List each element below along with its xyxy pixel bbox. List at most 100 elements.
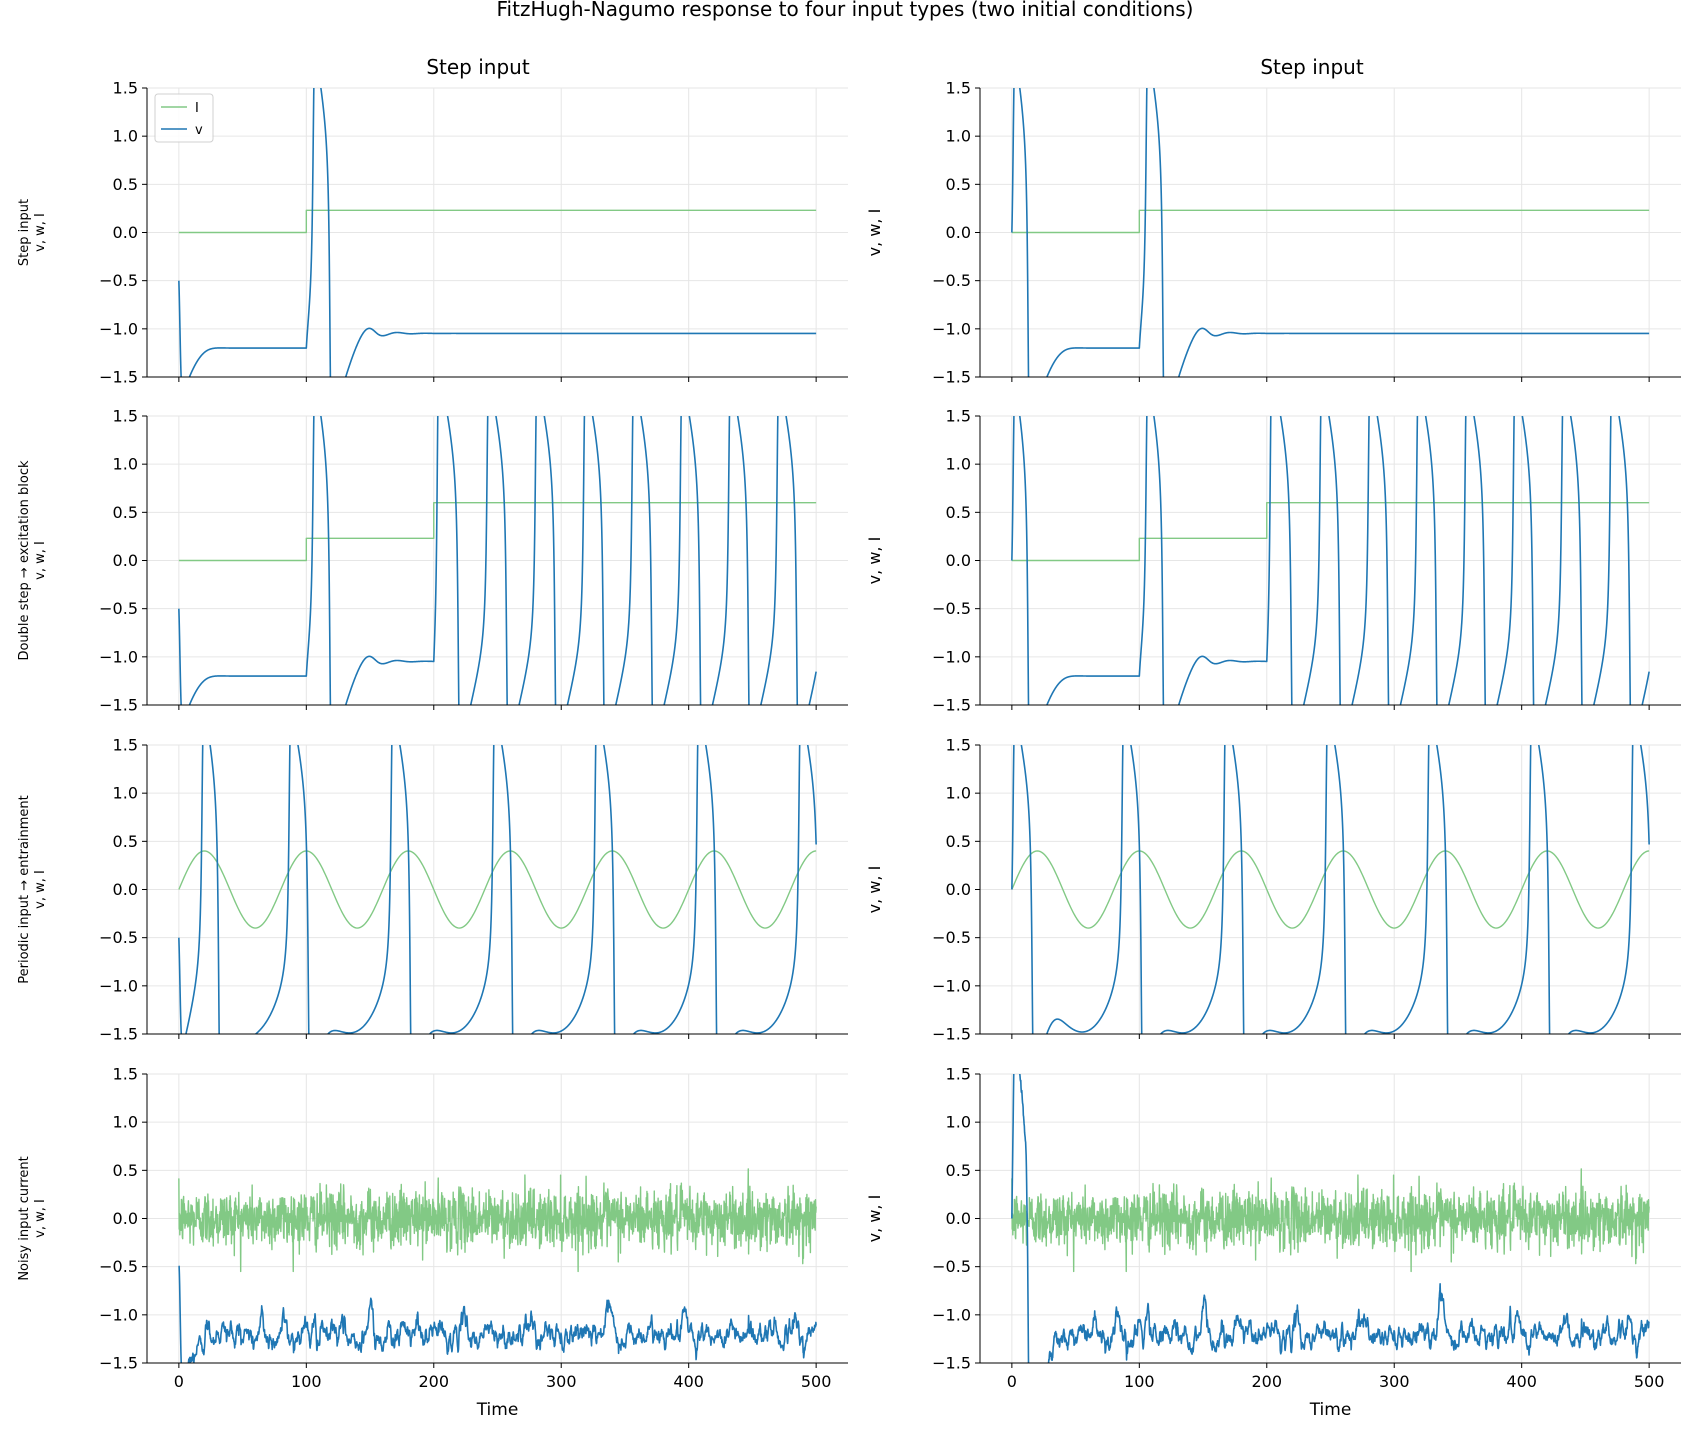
panel-r0-c0: −1.5 −1.0 −0.5 0.0 0.5 1.0 1.5 Step inputv, w, …	[17, 79, 848, 387]
row-label: Periodic input → entrainment	[17, 795, 32, 984]
y-tick-label: 1.5	[946, 1065, 971, 1084]
y-tick-label: 1.5	[113, 79, 138, 98]
panel-r1-c1: −1.5 −1.0 −0.5 0.0 0.5 1.0 1.5 v, w, I	[865, 407, 1681, 715]
y-tick-label: −1.0	[932, 647, 971, 666]
y-tick-label: 1.0	[113, 455, 138, 474]
x-tick-label: 400	[673, 1372, 704, 1391]
x-tick-label: 300	[1379, 1372, 1410, 1391]
y-tick-label: 1.5	[113, 407, 138, 426]
panel-r3-c0: −1.5 −1.0 −0.5 0.0 0.5 1.0 1.5 0 100 200 300 400 500…	[17, 1065, 848, 1420]
y-tick-label: 0.5	[946, 503, 971, 522]
y-tick-label: 0.5	[113, 503, 138, 522]
legend-label-I: I	[195, 101, 199, 116]
series-line-I	[178, 209, 817, 234]
legend-label-v: v	[195, 123, 203, 138]
y-axis-unit-label: v, w, I	[33, 541, 48, 580]
y-tick-label: 1.5	[946, 407, 971, 426]
series-line-v	[178, 1265, 817, 1363]
y-tick-label: 0.0	[113, 880, 138, 899]
y-tick-label: −1.0	[99, 1305, 138, 1324]
series-line-v	[178, 416, 817, 705]
y-tick-label: 1.0	[946, 1113, 971, 1132]
legend-frame	[154, 93, 214, 143]
y-tick-label: −1.5	[99, 696, 138, 715]
y-tick-label: 1.5	[946, 736, 971, 755]
y-tick-label: 1.5	[113, 736, 138, 755]
y-tick-label: −1.0	[932, 1305, 971, 1324]
panel-r2-c1: −1.5 −1.0 −0.5 0.0 0.5 1.0 1.5 v, w, I	[865, 736, 1681, 1044]
x-tick-label: 200	[418, 1372, 449, 1391]
x-axis-label: Time	[476, 1400, 519, 1420]
y-tick-label: −1.5	[932, 696, 971, 715]
y-tick-label: −1.5	[932, 1354, 971, 1373]
y-tick-label: 0.5	[113, 1161, 138, 1180]
y-tick-label: 0.0	[113, 1209, 138, 1228]
y-tick-label: −1.0	[99, 319, 138, 338]
y-tick-label: −0.5	[99, 1257, 138, 1276]
series-line-I	[178, 1168, 817, 1273]
y-tick-label: −1.0	[932, 976, 971, 995]
series-line-v	[178, 88, 817, 377]
figure-title: FitzHugh-Nagumo response to four input t…	[497, 0, 1194, 21]
y-tick-label: −0.5	[932, 928, 971, 947]
y-axis-label: Noisy input currentv, w, I	[17, 1156, 48, 1280]
series-line-I	[1011, 209, 1650, 234]
y-tick-label: 0.5	[113, 832, 138, 851]
y-tick-label: −0.5	[99, 928, 138, 947]
series-line-v	[1011, 745, 1650, 1034]
series-line-v	[1011, 416, 1650, 705]
y-tick-label: −1.5	[99, 1354, 138, 1373]
y-axis-label: v, w, I	[865, 866, 884, 914]
y-axis-label: Periodic input → entrainmentv, w, I	[17, 795, 48, 984]
y-tick-label: 0.0	[946, 1209, 971, 1228]
series-line-I	[1011, 502, 1650, 562]
y-tick-label: −1.0	[99, 647, 138, 666]
y-tick-label: 0.0	[946, 223, 971, 242]
series-line-I	[178, 850, 817, 929]
panel-r0-c1: −1.5 −1.0 −0.5 0.0 0.5 1.0 1.5 v, w, I	[865, 79, 1681, 387]
y-tick-label: 0.5	[946, 1161, 971, 1180]
y-tick-label: −1.0	[932, 319, 971, 338]
y-tick-label: 1.0	[113, 784, 138, 803]
x-axis-label: Time	[1309, 1400, 1352, 1420]
y-tick-label: −1.5	[932, 368, 971, 387]
y-axis-unit-label: v, w, I	[33, 213, 48, 252]
y-tick-label: −1.0	[99, 976, 138, 995]
x-tick-label: 0	[1007, 1372, 1017, 1391]
y-axis-label: Double step → excitation blockv, w, I	[17, 460, 48, 661]
y-tick-label: −0.5	[932, 599, 971, 618]
y-tick-label: 1.0	[946, 455, 971, 474]
x-tick-label: 500	[801, 1372, 832, 1391]
x-tick-label: 400	[1506, 1372, 1537, 1391]
y-tick-label: 1.5	[113, 1065, 138, 1084]
y-tick-label: 0.5	[946, 832, 971, 851]
series-line-I	[178, 502, 817, 562]
column-title-right: Step input	[1260, 55, 1363, 79]
x-tick-label: 500	[1634, 1372, 1665, 1391]
row-label: Step input	[17, 199, 32, 266]
row-label: Noisy input current	[17, 1156, 32, 1280]
y-tick-label: 1.0	[946, 127, 971, 146]
y-tick-label: 0.0	[113, 551, 138, 570]
series-line-v	[178, 745, 817, 1034]
y-axis-unit-label: v, w, I	[33, 1199, 48, 1238]
y-tick-label: 1.0	[946, 784, 971, 803]
y-tick-label: 0.0	[946, 880, 971, 899]
y-tick-label: −0.5	[932, 1257, 971, 1276]
y-tick-label: −0.5	[99, 599, 138, 618]
y-tick-label: 1.0	[113, 1113, 138, 1132]
x-tick-label: 100	[1124, 1372, 1155, 1391]
x-tick-label: 200	[1251, 1372, 1282, 1391]
column-title-left: Step input	[426, 55, 529, 79]
y-tick-label: 0.0	[946, 551, 971, 570]
y-tick-label: 1.5	[946, 79, 971, 98]
legend: Iv	[154, 93, 214, 143]
series-line-I	[1011, 850, 1650, 929]
y-axis-label: v, w, I	[865, 537, 884, 585]
y-tick-label: −1.5	[99, 1025, 138, 1044]
y-axis-label: v, w, I	[865, 209, 884, 257]
y-tick-label: −0.5	[932, 271, 971, 290]
x-tick-label: 300	[546, 1372, 577, 1391]
row-label: Double step → excitation block	[17, 460, 32, 661]
y-tick-label: −1.5	[932, 1025, 971, 1044]
